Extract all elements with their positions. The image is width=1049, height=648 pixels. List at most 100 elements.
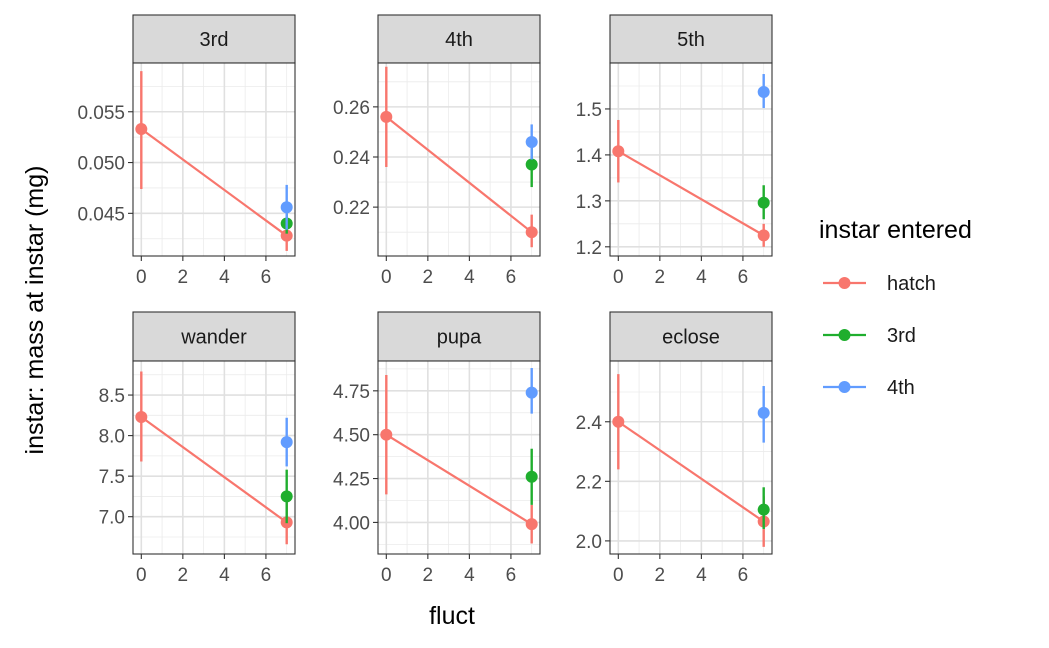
series-line [140, 128, 288, 237]
x-tick-label: 2 [423, 267, 434, 288]
y-tick-label: 0.22 [333, 198, 370, 219]
y-tick-label: 1.2 [576, 238, 602, 259]
y-tick-label: 1.3 [576, 192, 602, 213]
legend-label: 3rd [887, 325, 916, 347]
x-tick-label: 2 [423, 565, 434, 586]
plot-background [378, 361, 540, 554]
y-tick-label: 1.4 [576, 146, 603, 167]
x-axis-title: fluct [429, 602, 475, 630]
y-tick-label: 2.2 [576, 472, 602, 493]
data-point [280, 229, 293, 242]
y-tick-label: 7.0 [99, 508, 125, 529]
series-hatch [135, 71, 293, 251]
facet-panel-pupa: pupa 4.00 4.25 4.50 4.75 0 2 4 6 [333, 311, 541, 586]
plot-background [133, 63, 295, 256]
panel-border [132, 62, 296, 257]
data-point [525, 226, 538, 239]
series-4th [280, 417, 293, 467]
panel-border [609, 62, 773, 257]
data-point [612, 145, 625, 158]
x-tick-label: 4 [219, 565, 230, 586]
x-tick-label: 0 [136, 267, 147, 288]
y-tick-label: 0.050 [77, 154, 125, 175]
facet-panel-3rd: 3rd 0.045 0.050 0.055 0 2 4 6 [77, 14, 296, 288]
plot-background [378, 63, 540, 256]
x-tick-label: 2 [655, 267, 666, 288]
series-hatch [380, 375, 538, 544]
panel-border [609, 360, 773, 555]
facet-strip-label: 5th [677, 29, 705, 51]
facet-strip [132, 14, 296, 64]
legend-item-3rd: 3rd [823, 325, 916, 347]
series-3rd [525, 448, 538, 505]
series-line [617, 420, 765, 523]
data-point [757, 85, 770, 98]
facet-panel-eclose: eclose 2.0 2.2 2.4 0 2 4 6 [576, 311, 773, 586]
y-tick-label: 4.75 [333, 382, 370, 403]
y-tick-label: 2.0 [576, 532, 602, 553]
panel-border [377, 62, 541, 257]
y-tick-label: 4.25 [333, 470, 370, 491]
data-point [380, 110, 393, 123]
data-point [135, 410, 148, 423]
data-point [525, 386, 538, 399]
panel-border [132, 360, 296, 555]
legend-key-point [838, 329, 851, 341]
plot-background [610, 361, 772, 554]
data-point [757, 503, 770, 516]
y-tick-label: 0.045 [77, 204, 125, 225]
legend-label: 4th [887, 377, 915, 399]
data-point [525, 135, 538, 148]
series-3rd [757, 185, 770, 220]
data-point [135, 123, 148, 136]
data-point [525, 158, 538, 171]
legend-label: hatch [887, 273, 936, 295]
x-tick-label: 6 [738, 565, 749, 586]
x-tick-label: 6 [506, 267, 517, 288]
x-tick-label: 6 [261, 267, 272, 288]
series-4th [525, 124, 538, 160]
x-tick-label: 0 [381, 267, 392, 288]
facet-strip [609, 14, 773, 64]
x-tick-label: 0 [381, 565, 392, 586]
facet-panel-wander: wander 7.0 7.5 8.0 8.5 0 2 4 6 [99, 311, 296, 586]
data-point [280, 201, 293, 214]
series-4th [757, 74, 770, 109]
series-3rd [757, 487, 770, 529]
series-4th [757, 386, 770, 443]
plot-background [133, 361, 295, 554]
x-tick-label: 0 [136, 565, 147, 586]
y-tick-label: 8.5 [99, 386, 125, 407]
data-point [525, 470, 538, 483]
series-3rd [280, 469, 293, 524]
legend-item-hatch: hatch [823, 273, 936, 295]
series-hatch [380, 66, 538, 248]
data-point [280, 436, 293, 449]
series-4th [280, 184, 293, 230]
facet-panel-5th: 5th 1.2 1.3 1.4 1.5 0 2 4 6 [576, 14, 773, 288]
facet-strip-label: wander [180, 327, 247, 349]
series-hatch [612, 374, 770, 547]
series-hatch [612, 119, 770, 247]
y-tick-label: 2.4 [576, 413, 603, 434]
y-tick-label: 4.50 [333, 426, 370, 447]
x-tick-label: 4 [464, 267, 475, 288]
facet-strip-label: 3rd [200, 29, 229, 51]
series-4th [525, 368, 538, 414]
facet-panel-4th: 4th 0.22 0.24 0.26 0 2 4 6 [333, 14, 541, 288]
series-line [385, 433, 533, 526]
data-point [525, 518, 538, 531]
facet-strip-label: pupa [437, 327, 482, 349]
legend-key-point [838, 277, 851, 289]
y-tick-label: 0.24 [333, 148, 370, 169]
panel-border [377, 360, 541, 555]
data-point [612, 415, 625, 428]
facet-strip-label: 4th [445, 29, 473, 51]
x-tick-label: 6 [261, 565, 272, 586]
legend-title: instar entered [819, 216, 972, 244]
legend-item-4th: 4th [823, 377, 915, 399]
facet-strip [377, 14, 541, 64]
y-tick-label: 7.5 [99, 467, 125, 488]
